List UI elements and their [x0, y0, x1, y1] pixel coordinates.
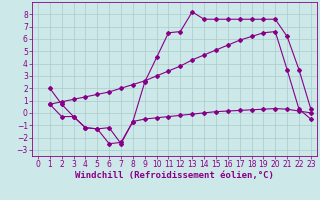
X-axis label: Windchill (Refroidissement éolien,°C): Windchill (Refroidissement éolien,°C): [75, 171, 274, 180]
